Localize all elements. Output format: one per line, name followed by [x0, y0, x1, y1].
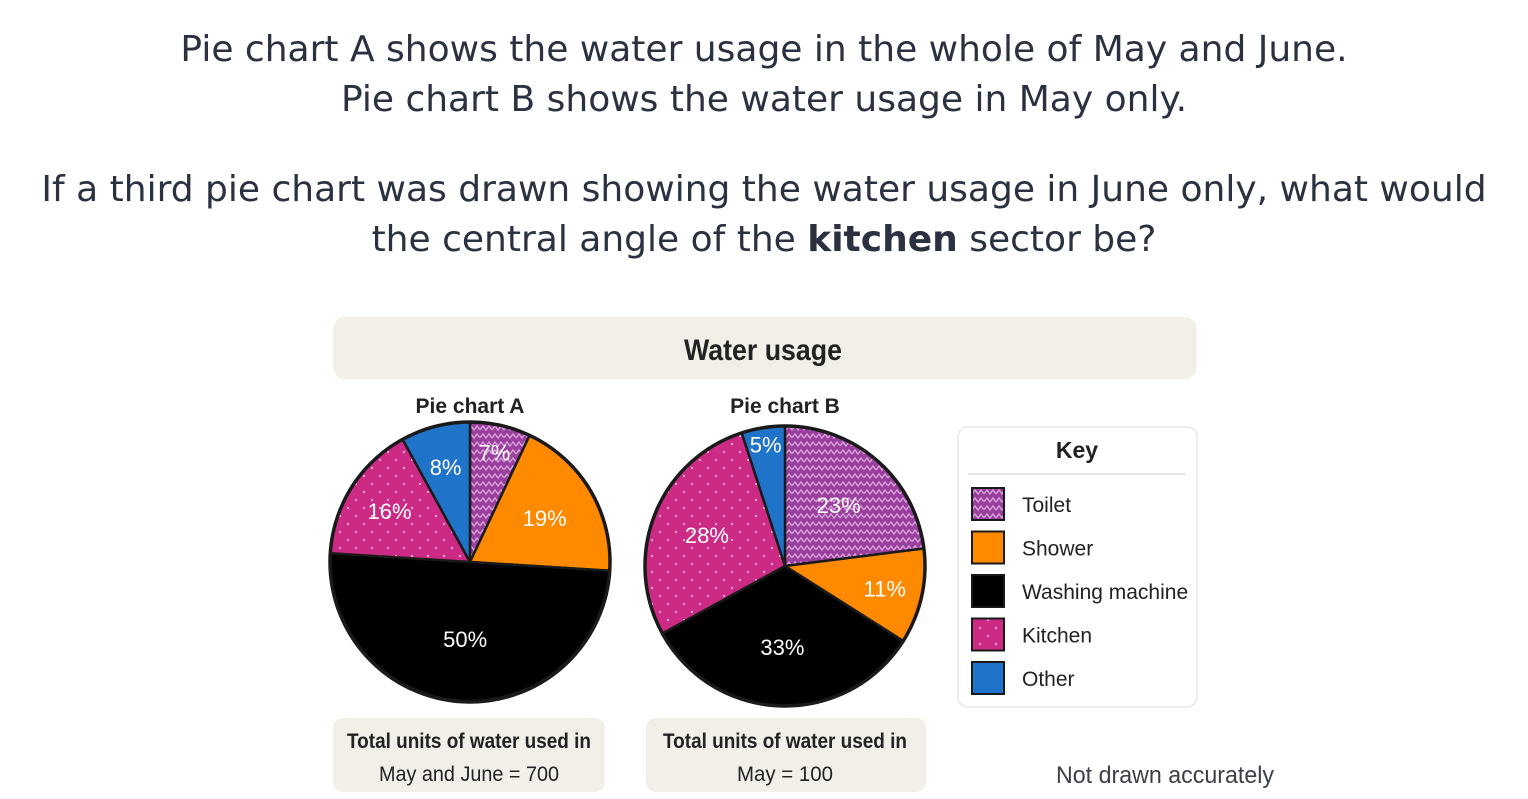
pie-a-caption-line-1: Total units of water used in	[347, 730, 591, 753]
pie-b-label-other: 5%	[750, 432, 782, 457]
title-banner	[333, 317, 1197, 379]
key-swatch-other	[971, 661, 1005, 695]
pie-a-label-toilet: 7%	[479, 441, 511, 466]
pie-a-title: Pie chart A	[416, 395, 525, 418]
question-line-3: If a third pie chart was drawn showing t…	[41, 169, 1487, 210]
question-line-4-prefix: the central angle of the	[371, 219, 808, 260]
pie-b-outline	[643, 424, 927, 708]
key-swatch-shower	[971, 530, 1005, 565]
question-keyword: kitchen	[807, 219, 958, 260]
pie-a-label-kitchen: 16%	[368, 499, 412, 524]
key-items: Toilet Shower Washing machine Kitchen Other	[971, 487, 1188, 695]
pie-a-outline	[328, 420, 612, 704]
pie-b-caption-box	[646, 718, 926, 792]
pie-b-label-kitchen: 28%	[685, 523, 729, 548]
key-swatch-toilet	[971, 487, 1005, 521]
key-box	[957, 426, 1198, 708]
pie-chart-a: 7% 19% 50% 16% 8%	[328, 420, 612, 704]
pie-a-caption-box	[333, 718, 605, 792]
key-label-other: Other	[1022, 668, 1075, 691]
pie-b-label-washing-machine: 33%	[760, 635, 804, 660]
pie-b-label-toilet: 23%	[817, 493, 861, 518]
pie-a-label-shower: 19%	[523, 506, 567, 531]
key-label-toilet: Toilet	[1022, 494, 1071, 517]
key-label-shower: Shower	[1022, 538, 1093, 561]
question-line-2: Pie chart B shows the water usage in May…	[340, 79, 1188, 120]
pie-a-label-other: 8%	[430, 455, 462, 480]
pie-b-caption-line-2: May = 100	[737, 763, 833, 786]
pie-b-title: Pie chart B	[730, 395, 840, 418]
pie-b-caption-line-1: Total units of water used in	[663, 730, 907, 753]
key-label-kitchen: Kitchen	[1022, 625, 1092, 648]
pie-a-caption-line-2: May and June = 700	[379, 763, 559, 786]
question-line-1: Pie chart A shows the water usage in the…	[180, 29, 1348, 70]
key-swatch-kitchen	[971, 617, 1005, 652]
question-line-4: the central angle of the kitchen sector …	[0, 218, 1528, 262]
question-line-4-suffix: sector be?	[957, 219, 1157, 260]
key-swatch-washing-machine	[971, 574, 1005, 608]
not-drawn-accurately-note: Not drawn accurately	[1056, 762, 1274, 789]
key-label-washing-machine: Washing machine	[1022, 581, 1188, 604]
pie-chart-b: 23% 11% 33% 28% 5%	[643, 424, 927, 708]
pie-b-label-shower: 11%	[863, 576, 905, 601]
pie-a-label-washing-machine: 50%	[443, 627, 487, 652]
key-title: Key	[1056, 437, 1098, 463]
figure-title: Water usage	[684, 334, 842, 367]
